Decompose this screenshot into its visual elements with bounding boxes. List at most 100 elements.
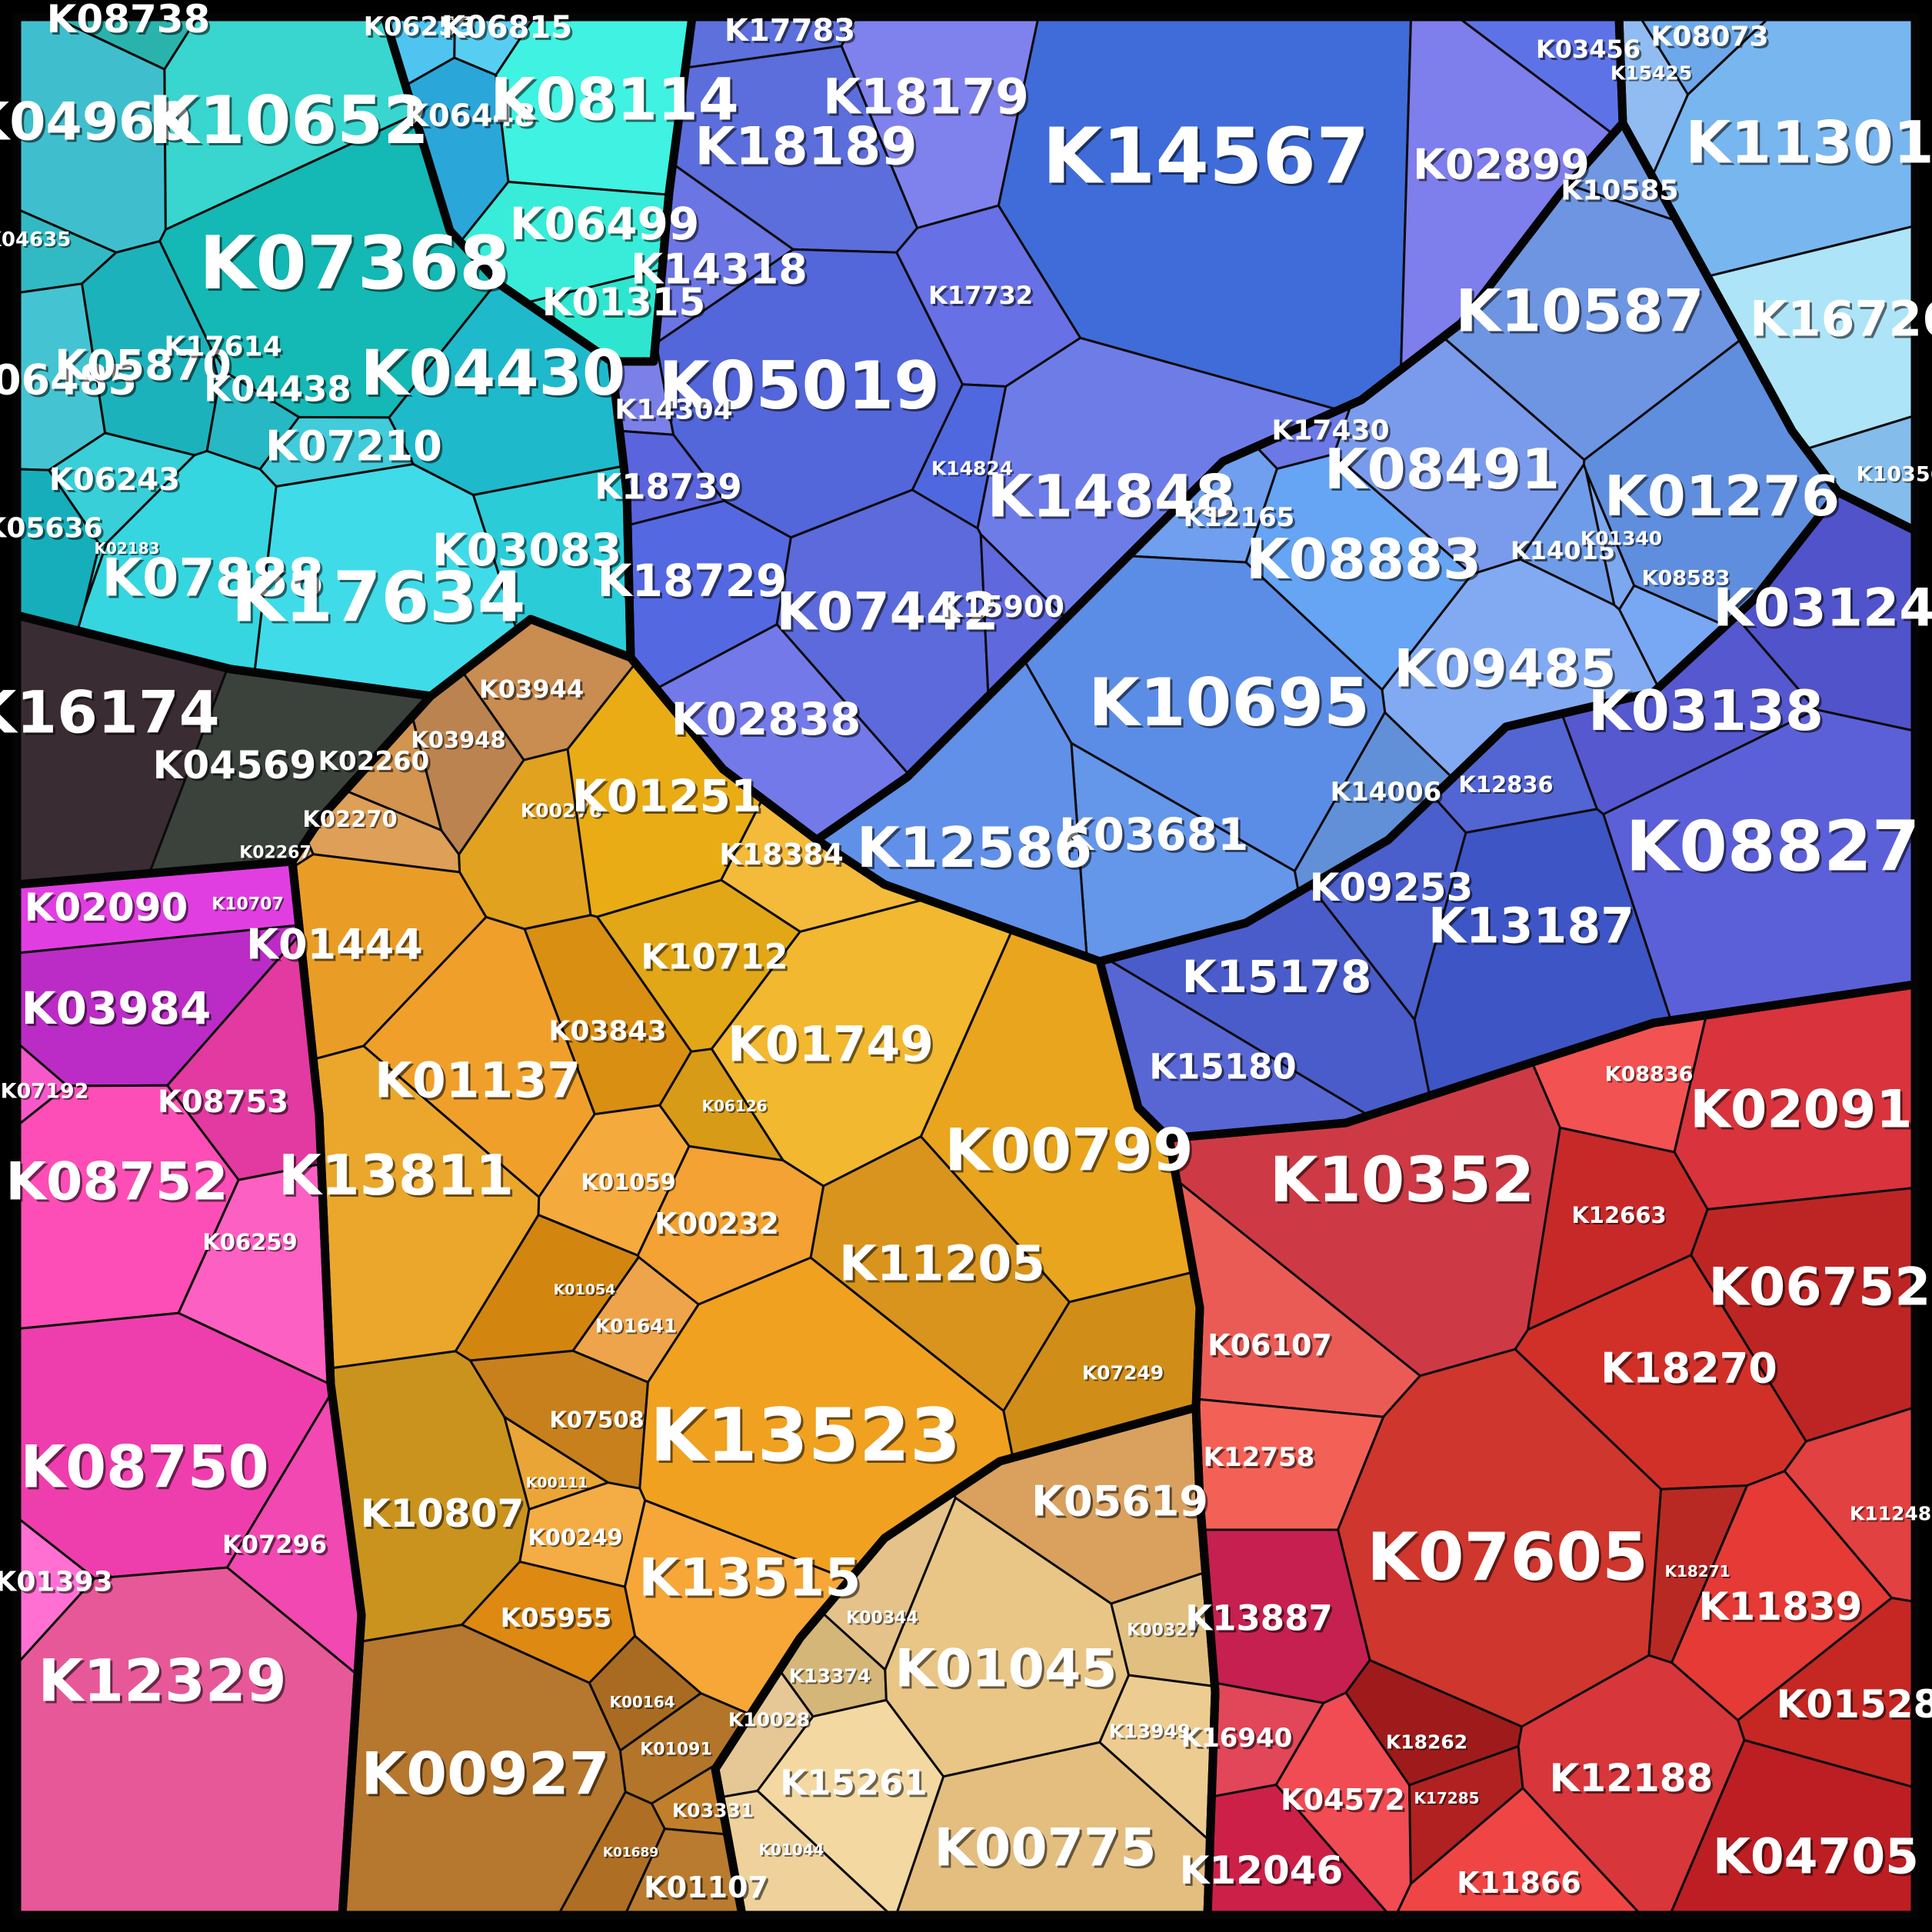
cell-label-shadow: K10807 [363,1494,527,1538]
cell-label-K18384: K18384 [719,838,844,871]
cluster-outline-red [1164,980,1920,1920]
cell-label-shadow: K14824 [933,459,1014,481]
cell-label-K18729: K18729 [598,555,788,607]
cell-label-K01044: K01044 [758,1840,824,1859]
cell-label-shadow: K16940 [1184,1725,1295,1756]
cell-label-K01251: K01251 [572,770,762,822]
cell-label-shadow: K04960 [0,95,194,155]
cell-label-K14304: K14304 [615,395,732,426]
cell-label-K17285: K17285 [1414,1789,1479,1807]
cell-label-K08752: K08752 [5,1152,228,1213]
cell-label-K18271: K18271 [1664,1562,1730,1581]
cell-label-shadow: K13887 [1188,1601,1334,1641]
cell-label-shadow: K08491 [1327,439,1562,504]
cell-label-shadow: K05870 [57,344,234,392]
cell-label-K02270: K02270 [302,806,397,832]
cell-label-shadow: K14318 [633,248,810,296]
cell-label-shadow: K00164 [611,1694,676,1713]
cell-label-shadow: K01091 [641,1742,714,1761]
cell-label-shadow: K06752 [1710,1260,1932,1321]
cell-label-shadow: K00276 [522,801,604,824]
cell-label-K04430: K04430 [361,338,626,410]
cell-label-K18189: K18189 [695,117,917,178]
cell-label-shadow: K03083 [435,526,625,578]
cell-label-K07296: K07296 [222,1530,327,1559]
cell-label-K08750: K08750 [20,1433,268,1501]
cell-label-shadow: K03984 [24,984,214,1037]
cell-label-K03984: K03984 [22,982,212,1034]
cell-label-K18270: K18270 [1601,1344,1777,1393]
cell-label-K12329: K12329 [38,1647,286,1715]
cell-label-K10028: K10028 [728,1709,810,1731]
cell-label-shadow: K01393 [0,1569,115,1601]
cell-label-K10807: K10807 [361,1491,525,1536]
cell-label-K03083: K03083 [432,524,622,576]
cell-label-shadow: K02899 [1415,143,1592,192]
cell-label-shadow: K06499 [512,200,702,252]
cell-label-K00276: K00276 [521,800,602,822]
cell-label-K15178: K15178 [1182,951,1372,1003]
cell-label-shadow: K08073 [1653,24,1770,55]
cell-label-K08753: K08753 [158,1084,288,1120]
cell-label-shadow: K15900 [942,592,1067,626]
cell-label-shadow: K16174 [0,681,222,749]
cell-label-K01091: K01091 [640,1740,712,1760]
cell-label-K01528: K01528 [1777,1682,1932,1727]
cell-label-shadow: K00111 [528,1476,590,1493]
cell-label-K07249: K07249 [1082,1362,1164,1384]
cell-label-shadow: K12165 [1186,505,1297,535]
cell-label-shadow: K01107 [646,1873,771,1907]
cell-label-K03124: K03124 [1713,578,1932,639]
cell-label-shadow: K04430 [363,340,628,412]
cell-label-shadow: K01044 [760,1842,825,1860]
cell-label-K05019: K05019 [658,348,940,425]
cell-label-K04572: K04572 [1281,1783,1405,1817]
cell-label-shadow: K18189 [697,119,919,180]
cell-label-K07442: K07442 [776,582,998,643]
cell-label-shadow: K11205 [841,1238,1048,1294]
cell-label-shadow: K01749 [730,1019,936,1075]
cell-label-shadow: K13515 [641,1551,863,1611]
cell-label-K15261: K15261 [780,1763,927,1804]
cell-label-K06259: K06259 [202,1229,297,1255]
cell-label-K18739: K18739 [595,467,741,508]
cell-label-K12663: K12663 [1571,1202,1666,1228]
cell-label-shadow: K02270 [304,808,398,834]
cell-label-K01059: K01059 [581,1169,675,1195]
cell-label-K17634: K17634 [232,558,526,638]
cell-label-shadow: K04438 [206,371,353,412]
cell-label-shadow: K10587 [1457,279,1706,348]
cell-label-K11248: K11248 [1850,1503,1931,1525]
cell-label-shadow: K10028 [730,1710,811,1733]
cell-label-shadow: K00232 [657,1209,781,1243]
cell-label-K12758: K12758 [1204,1442,1315,1473]
cell-label-K14006: K14006 [1331,777,1442,808]
cell-label-shadow: K01045 [897,1641,1119,1702]
cell-label-shadow: K06815 [444,12,575,48]
cell-label-K07508: K07508 [549,1407,644,1433]
cell-label-shadow: K04705 [1715,1831,1921,1887]
cell-label-K10652: K10652 [148,82,429,159]
cell-label-shadow: K02838 [674,695,864,748]
cell-label-shadow: K03456 [1538,37,1643,66]
cell-label-shadow: K08750 [22,1435,271,1504]
cell-label-shadow: K00327 [1128,1623,1201,1642]
cell-label-shadow: K16726 [1752,294,1932,350]
cell-label-shadow: K14006 [1333,779,1444,810]
cell-label-shadow: K03331 [674,1801,755,1824]
cell-label-shadow: K06485 [0,358,139,407]
cell-label-shadow: K10695 [1091,667,1372,744]
cell-label-K02899: K02899 [1413,141,1590,189]
cell-label-shadow: K00775 [936,1820,1158,1881]
cell-label-K07368: K07368 [199,222,510,306]
cell-label-K01749: K01749 [728,1017,934,1073]
cell-label-shadow: K13374 [791,1667,872,1689]
cell-label-K08883: K08883 [1246,527,1481,591]
cell-label-shadow: K17614 [166,334,284,365]
cell-label-shadow: K04569 [155,745,319,790]
cell-label-K00111: K00111 [526,1474,588,1491]
cell-label-K01689: K01689 [603,1845,658,1860]
cell-label-shadow: K13187 [1431,901,1637,957]
cell-label-K12836: K12836 [1458,771,1553,798]
